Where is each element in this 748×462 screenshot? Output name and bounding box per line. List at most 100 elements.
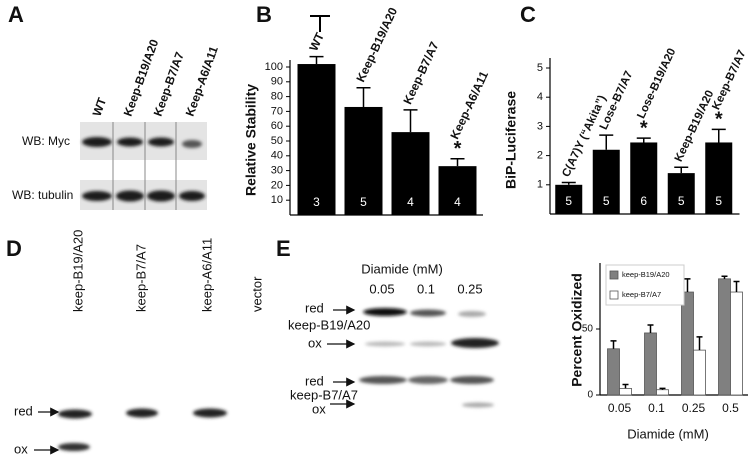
error-bar [711,128,726,143]
bands [359,308,499,408]
x-tick-label: 0.5 [722,401,739,415]
legend-label: keep-B19/A20 [622,270,670,279]
y-tick-label: 0 [587,390,593,401]
error-bar [599,134,614,150]
y-tick-label: 60 [271,120,283,132]
lane-label: keep-B7/A7 [133,244,148,312]
sample-size: 5 [565,194,572,208]
legend-label: keep-B7/A7 [622,290,661,299]
lane-label: vector [249,276,264,312]
x-tick-label: Keep-B7/A7 [710,48,748,112]
y-tick-label: 50 [582,324,594,335]
y-tick-label: 50 [271,135,283,147]
group-label: keep-B19/A20 [288,317,370,332]
error-bar [647,324,654,333]
lane-label: keep-B19/A20 [70,230,85,312]
error-bar [674,166,689,174]
bar [297,64,336,215]
bar [630,142,658,214]
row-label: ox [14,441,28,456]
row-label: red [305,373,324,388]
bar [344,106,383,215]
sample-size: 5 [360,195,367,209]
blot-title: Diamide (mM) [361,261,443,276]
row-label: ox [308,335,322,350]
panel-letter: A [8,2,24,27]
bar [730,291,743,396]
sample-size: 5 [603,194,610,208]
bar [391,132,430,215]
bar [693,349,706,396]
x-tick-label: 0.1 [648,401,665,415]
lane-label: keep-A6/A11 [199,238,214,312]
x-axis-label: Diamide (mM) [627,426,709,441]
panel-a: A WT Keep-B19/A20 Keep-B7/A7 Keep-A6/A11… [8,2,221,210]
y-tick-label: 2 [537,150,543,162]
x-tick-label: 0.25 [682,401,706,415]
x-tick-label: Keep-B7/A7 [400,39,441,106]
lane-label: 0.05 [369,281,394,296]
bar [644,332,657,396]
legend-box [605,264,685,306]
error-bar [403,109,418,133]
error-bar [622,383,629,389]
error-bar [309,55,324,65]
bar [667,173,695,214]
lane-label: 0.25 [457,281,482,296]
x-tick-label: Keep-A6/A11 [447,69,491,142]
significance: * [640,117,648,139]
sample-size: 3 [313,195,320,209]
panel-letter: B [256,2,272,27]
error-cap [310,15,330,32]
row-label: ox [312,401,326,416]
y-tick-label: 5 [537,62,543,74]
error-bar [356,86,371,107]
bar [619,387,632,396]
bands [58,408,227,451]
bar [718,278,731,396]
y-tick-label: 30 [271,165,283,177]
y-tick-label: 90 [271,76,283,88]
lane-label: Keep-A6/A11 [183,44,221,118]
sample-size: 6 [640,194,647,208]
x-tick-label: WT [306,30,327,53]
lane-dividers [112,122,177,210]
significance: * [454,138,462,160]
error-bar [696,336,703,351]
y-tick-label: 70 [271,105,283,117]
bar [555,184,583,214]
lane-label: 0.1 [417,281,435,296]
error-bar [610,340,617,349]
error-bar [733,280,740,293]
y-tick-label: 80 [271,91,283,103]
bands [82,137,205,202]
x-tick-label: Keep-B19/A20 [353,5,400,84]
group-label: keep-B7/A7 [290,387,358,402]
panel-letter: D [6,236,22,261]
bar [656,389,669,396]
x-tick-label: 0.05 [608,401,632,415]
y-tick-label: 10 [271,194,283,206]
bar [592,149,620,214]
error-bar [684,278,691,293]
panel-d: D keep-B19/A20 keep-B7/A7 keep-A6/A11 ve… [6,230,264,457]
panel-e: E Diamide (mM) 0.05 0.1 0.25 red keep-B1… [276,236,499,416]
row-label: WB: Myc [22,134,70,148]
error-bar [561,181,576,185]
y-axis-label: Percent Oxidized [569,273,585,387]
lane-label: WT [90,95,110,118]
sample-size: 5 [678,194,685,208]
panel-letter: E [276,236,291,261]
sample-size: 4 [407,195,414,209]
y-axis-label: Relative Stability [243,84,259,196]
error-bar [721,275,728,279]
bar [705,142,733,214]
sample-size: 5 [715,194,722,208]
error-bar [636,137,651,143]
x-tick-label: Lose-B19/A20 [635,47,678,121]
y-tick-label: 20 [271,179,283,191]
y-tick-label: 100 [265,61,283,73]
y-tick-label: 3 [537,120,543,132]
lane-label: Keep-B7/A7 [151,50,187,118]
